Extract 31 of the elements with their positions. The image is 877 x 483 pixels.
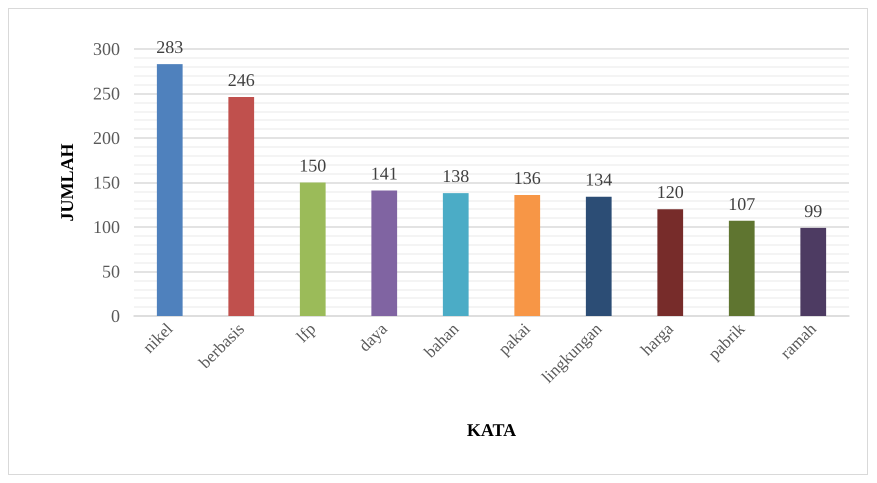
bar (442, 193, 469, 316)
bar (300, 182, 326, 316)
data-label: 134 (585, 170, 612, 190)
bar (657, 209, 684, 316)
data-label: 138 (442, 166, 470, 186)
bar (728, 220, 755, 316)
y-tick-label: 0 (111, 306, 120, 326)
bar (371, 190, 398, 316)
data-label: 150 (299, 156, 326, 176)
data-label: 283 (156, 37, 184, 58)
y-tick-label: 100 (93, 217, 120, 237)
y-tick-label: 300 (93, 39, 120, 59)
bar (156, 64, 183, 316)
y-tick-label: 250 (93, 84, 120, 104)
bar (228, 97, 254, 316)
bar (514, 194, 540, 316)
x-tick-label: lfp (292, 319, 320, 346)
data-label: 136 (514, 168, 541, 188)
data-label: 107 (728, 194, 756, 214)
data-label: 141 (370, 164, 398, 184)
y-tick-label: 50 (102, 262, 120, 282)
bar (800, 228, 826, 316)
y-tick-label: 150 (93, 172, 120, 192)
data-label: 99 (804, 200, 822, 221)
bar (586, 196, 612, 316)
data-label: 246 (228, 70, 255, 90)
x-tick-label: daya (354, 318, 392, 356)
y-tick-label: 200 (93, 128, 120, 148)
data-label: 120 (656, 182, 684, 202)
y-axis-title: JUMLAH (57, 144, 77, 222)
x-axis-title: KATA (466, 420, 516, 440)
